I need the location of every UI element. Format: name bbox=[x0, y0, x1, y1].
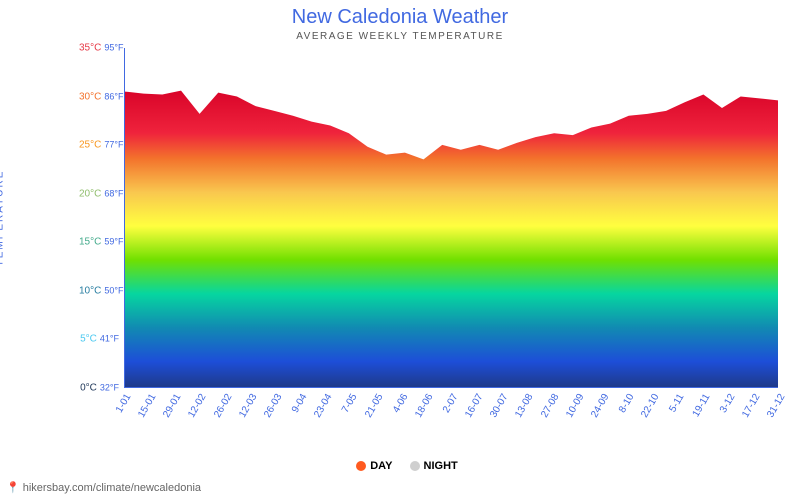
y-axis-label: TEMPERATURE bbox=[0, 170, 6, 267]
x-tick: 15-01 bbox=[136, 392, 158, 420]
x-tick: 1-01 bbox=[114, 392, 134, 415]
x-tick: 27-08 bbox=[539, 392, 561, 420]
legend-day-label: DAY bbox=[370, 460, 392, 472]
x-tick: 12-02 bbox=[187, 392, 209, 420]
x-tick: 23-04 bbox=[312, 392, 334, 420]
x-tick: 3-12 bbox=[718, 392, 738, 415]
chart-container: TEMPERATURE 35°C95°F30°C86°F25°C77°F20°C… bbox=[78, 48, 778, 422]
x-tick: 13-08 bbox=[514, 392, 536, 420]
y-tick: 25°C77°F bbox=[79, 140, 125, 151]
x-tick: 26-03 bbox=[262, 392, 284, 420]
y-tick: 35°C95°F bbox=[79, 43, 125, 54]
x-tick: 4-06 bbox=[391, 392, 411, 415]
x-ticks: 1-0115-0129-0112-0226-0212-0326-039-0423… bbox=[124, 388, 778, 448]
legend-night-label: NIGHT bbox=[424, 460, 458, 472]
x-tick: 9-04 bbox=[290, 392, 310, 415]
y-tick: 20°C68°F bbox=[79, 188, 125, 199]
footer-attribution: 📍hikersbay.com/climate/newcaledonia bbox=[6, 481, 201, 494]
legend: DAY NIGHT bbox=[0, 460, 800, 472]
x-tick: 12-03 bbox=[237, 392, 259, 420]
page-subtitle: AVERAGE WEEKLY TEMPERATURE bbox=[0, 29, 800, 42]
y-tick: 30°C86°F bbox=[79, 91, 125, 102]
y-tick: 0°C32°F bbox=[79, 383, 125, 394]
x-tick: 17-12 bbox=[740, 392, 762, 420]
x-tick: 30-07 bbox=[489, 392, 511, 420]
x-tick: 24-09 bbox=[589, 392, 611, 420]
x-tick: 10-09 bbox=[564, 392, 586, 420]
x-tick: 18-06 bbox=[413, 392, 435, 420]
pin-icon: 📍 bbox=[6, 482, 20, 494]
x-tick: 22-10 bbox=[639, 392, 661, 420]
x-tick: 29-01 bbox=[162, 392, 184, 420]
y-tick: 15°C59°F bbox=[79, 237, 125, 248]
x-tick: 2-07 bbox=[441, 392, 461, 415]
legend-night-swatch bbox=[410, 461, 420, 471]
x-tick: 16-07 bbox=[463, 392, 485, 420]
x-tick: 21-05 bbox=[363, 392, 385, 420]
y-tick: 10°C50°F bbox=[79, 285, 125, 296]
x-tick: 8-10 bbox=[617, 392, 637, 415]
plot-area: 35°C95°F30°C86°F25°C77°F20°C68°F15°C59°F… bbox=[124, 48, 778, 388]
x-tick: 5-11 bbox=[668, 392, 687, 414]
page-title: New Caledonia Weather bbox=[0, 0, 800, 29]
x-tick: 26-02 bbox=[212, 392, 234, 420]
x-tick: 7-05 bbox=[340, 392, 360, 415]
y-tick: 5°C41°F bbox=[79, 334, 125, 345]
x-tick: 31-12 bbox=[765, 392, 787, 420]
temperature-area-chart bbox=[125, 48, 778, 387]
x-tick: 19-11 bbox=[690, 392, 712, 419]
footer-text: hikersbay.com/climate/newcaledonia bbox=[23, 482, 201, 494]
legend-day-swatch bbox=[356, 461, 366, 471]
